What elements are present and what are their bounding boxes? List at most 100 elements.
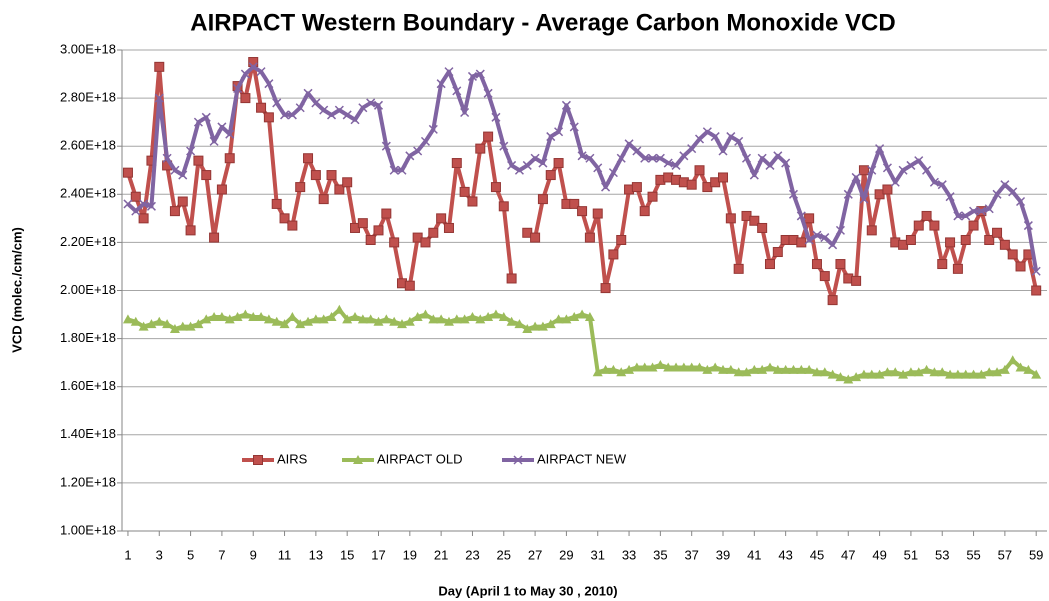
data-point xyxy=(334,105,344,115)
data-point xyxy=(201,170,212,181)
data-point xyxy=(976,206,986,216)
data-point xyxy=(248,62,258,72)
data-point xyxy=(499,141,509,151)
data-point xyxy=(389,316,400,326)
x-tick-label: 43 xyxy=(778,547,792,562)
x-tick-label: 53 xyxy=(935,547,949,562)
data-point xyxy=(428,227,439,238)
data-point xyxy=(256,102,267,113)
data-point xyxy=(342,314,353,324)
chart-title: AIRPACT Western Boundary - Average Carbo… xyxy=(190,9,895,36)
data-point xyxy=(882,163,892,173)
x-tick-label: 3 xyxy=(156,547,163,562)
data-point xyxy=(178,170,188,180)
data-point xyxy=(984,234,995,245)
data-point xyxy=(624,364,635,374)
data-point xyxy=(537,194,548,205)
data-point xyxy=(130,316,141,326)
data-point xyxy=(185,225,196,236)
data-point xyxy=(968,220,979,231)
data-point xyxy=(631,182,642,193)
data-point xyxy=(882,367,893,377)
data-point xyxy=(718,146,728,156)
x-tick-label: 9 xyxy=(250,547,257,562)
data-point xyxy=(725,213,736,224)
data-point xyxy=(358,103,368,113)
data-point xyxy=(639,206,650,217)
data-point xyxy=(404,316,415,326)
data-point xyxy=(593,163,603,173)
data-point xyxy=(295,182,306,193)
data-point xyxy=(318,314,329,324)
y-tick-label: 1.20E+18 xyxy=(60,474,116,489)
data-point xyxy=(741,153,752,163)
data-point xyxy=(507,160,517,170)
data-point xyxy=(749,364,760,374)
data-point xyxy=(491,112,501,122)
data-point xyxy=(334,184,345,195)
data-point xyxy=(389,237,400,248)
data-point xyxy=(671,362,682,372)
data-point xyxy=(412,311,423,321)
data-point xyxy=(655,153,665,163)
data-point xyxy=(796,211,806,221)
data-point xyxy=(608,249,619,260)
data-point xyxy=(467,311,478,321)
data-point xyxy=(295,103,305,113)
data-point xyxy=(788,189,799,199)
data-point xyxy=(365,314,376,324)
data-point xyxy=(1000,180,1010,190)
data-point xyxy=(303,153,314,164)
data-point xyxy=(303,316,314,326)
data-point xyxy=(913,367,924,377)
data-point xyxy=(843,374,854,384)
data-point xyxy=(420,309,431,319)
data-point xyxy=(608,168,618,178)
data-point xyxy=(193,319,204,329)
data-point xyxy=(835,259,846,270)
data-point xyxy=(397,165,407,175)
data-point xyxy=(443,222,454,233)
data-point xyxy=(796,237,807,248)
data-point xyxy=(138,213,149,224)
data-point xyxy=(788,364,799,374)
x-tick-label: 15 xyxy=(340,547,354,562)
data-point xyxy=(279,319,290,329)
data-point xyxy=(929,220,940,231)
data-point xyxy=(193,117,203,127)
x-tick-label: 49 xyxy=(872,547,886,562)
x-tick-label: 41 xyxy=(747,547,761,562)
data-point xyxy=(1031,266,1041,276)
data-point xyxy=(632,146,642,156)
data-point xyxy=(373,100,384,110)
data-point xyxy=(459,314,470,324)
data-point xyxy=(858,369,869,379)
data-point xyxy=(960,369,971,379)
data-point xyxy=(922,165,932,175)
data-point xyxy=(906,160,916,170)
data-point xyxy=(233,83,243,94)
data-point xyxy=(960,234,971,245)
data-point xyxy=(216,311,227,321)
x-tick-label: 31 xyxy=(590,547,604,562)
data-point xyxy=(538,158,548,168)
data-point xyxy=(530,321,541,331)
data-point xyxy=(640,153,650,163)
data-point xyxy=(882,184,893,195)
data-point xyxy=(342,110,352,120)
data-point xyxy=(350,115,360,125)
data-point xyxy=(154,93,164,103)
x-tick-label: 27 xyxy=(528,547,542,562)
data-point xyxy=(577,206,588,217)
data-point xyxy=(710,132,720,142)
data-point xyxy=(381,141,391,151)
data-point xyxy=(318,194,329,205)
data-point xyxy=(937,180,947,190)
data-point xyxy=(859,194,869,204)
data-point xyxy=(428,314,439,324)
data-point xyxy=(326,170,337,181)
data-point xyxy=(1015,362,1026,372)
data-point xyxy=(280,110,290,120)
